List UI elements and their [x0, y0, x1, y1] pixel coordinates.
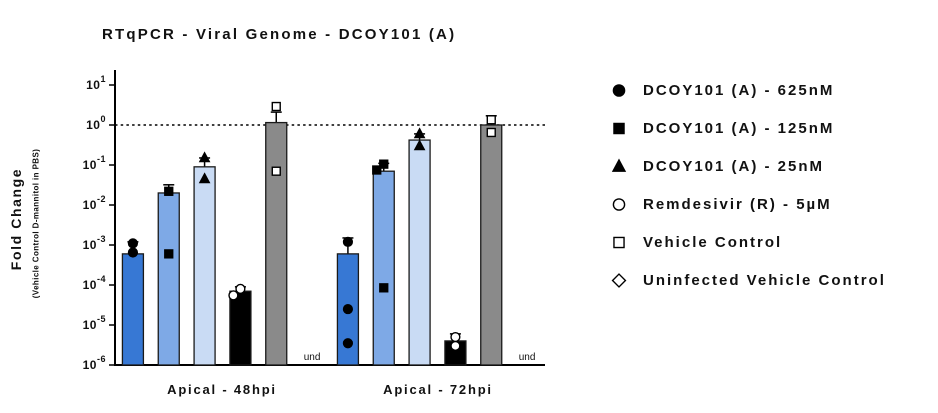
legend-item-remdesivir: Remdesivir (R) - 5µM — [610, 185, 886, 223]
triangle-filled-marker — [611, 158, 627, 172]
undetermined-label: und — [519, 352, 536, 363]
y-tick-label: 10-2 — [83, 194, 106, 212]
bar — [229, 290, 252, 366]
y-tick-label: 101 — [86, 74, 106, 92]
circle-filled-marker — [342, 338, 354, 349]
legend-label: Vehicle Control — [643, 233, 783, 251]
bar — [121, 253, 145, 366]
circle-open-marker — [450, 340, 461, 352]
triangle-filled-marker — [198, 151, 211, 163]
y-tick-label: 10-6 — [83, 354, 106, 372]
circle-open-marker — [450, 331, 461, 343]
legend-item-dcoy-25: DCOY101 (A) - 25nM — [610, 147, 886, 185]
legend-item-dcoy-125: DCOY101 (A) - 125nM — [610, 109, 886, 147]
filled-triangle-icon — [610, 157, 628, 175]
bar — [372, 170, 395, 366]
x-category-apical-48hpi: Apical - 48hpi — [167, 382, 277, 397]
legend-label: DCOY101 (A) - 25nM — [643, 157, 825, 175]
square-open-marker — [613, 236, 625, 249]
square-open-marker — [486, 127, 496, 138]
bar — [157, 192, 180, 366]
legend-label: DCOY101 (A) - 125nM — [643, 119, 835, 137]
circle-filled-marker — [612, 84, 626, 97]
triangle-filled-marker — [413, 139, 426, 151]
triangle-filled-marker — [198, 172, 211, 184]
y-tick-label: 10-1 — [83, 154, 106, 172]
circle-open-marker — [612, 198, 626, 211]
bar — [265, 121, 288, 366]
open-diamond-icon — [610, 271, 628, 289]
square-filled-marker — [164, 249, 174, 259]
square-filled-marker — [372, 165, 382, 175]
y-tick-label: 10-4 — [83, 274, 106, 292]
y-tick-label: 10-5 — [83, 314, 106, 332]
open-circle-icon — [610, 195, 628, 213]
undetermined-label: und — [304, 352, 321, 363]
chart-plot: 101 100 10-1 10-2 10-3 10-4 10-5 10-6 und und — [83, 70, 545, 372]
bar — [480, 124, 503, 366]
y-tick-label: 10-3 — [83, 234, 106, 252]
circle-filled-marker — [342, 236, 354, 247]
square-open-marker — [486, 115, 496, 125]
square-open-marker — [271, 101, 281, 112]
legend-item-dcoy-625: DCOY101 (A) - 625nM — [610, 71, 886, 109]
bar — [408, 139, 431, 366]
circle-filled-marker — [127, 247, 139, 258]
open-square-icon — [610, 233, 628, 251]
legend-item-vehicle-control: Vehicle Control — [610, 223, 886, 261]
filled-square-icon — [610, 119, 628, 137]
square-open-marker — [271, 166, 281, 176]
circle-open-marker — [235, 283, 246, 294]
legend-label: Remdesivir (R) - 5µM — [643, 195, 832, 213]
legend-label: Uninfected Vehicle Control — [643, 271, 886, 289]
square-filled-marker — [613, 122, 625, 135]
legend-label: DCOY101 (A) - 625nM — [643, 81, 835, 99]
y-tick-label: 100 — [86, 114, 106, 132]
legend-item-uninfected-vehicle-control: Uninfected Vehicle Control — [610, 261, 886, 299]
diamond-open-marker — [611, 273, 627, 288]
circle-open-marker — [228, 290, 239, 301]
triangle-filled-marker — [413, 127, 426, 139]
square-filled-marker — [379, 283, 389, 293]
chart-title: RTqPCR - Viral Genome - DCOY101 (A) — [102, 26, 457, 43]
square-filled-marker — [379, 159, 389, 169]
square-filled-marker — [164, 186, 174, 196]
circle-filled-marker — [127, 238, 139, 249]
x-category-apical-72hpi: Apical - 72hpi — [383, 382, 493, 397]
bar — [193, 166, 216, 366]
legend: DCOY101 (A) - 625nM DCOY101 (A) - 125nM … — [610, 71, 886, 299]
filled-circle-icon — [610, 81, 628, 99]
circle-filled-marker — [342, 303, 354, 315]
